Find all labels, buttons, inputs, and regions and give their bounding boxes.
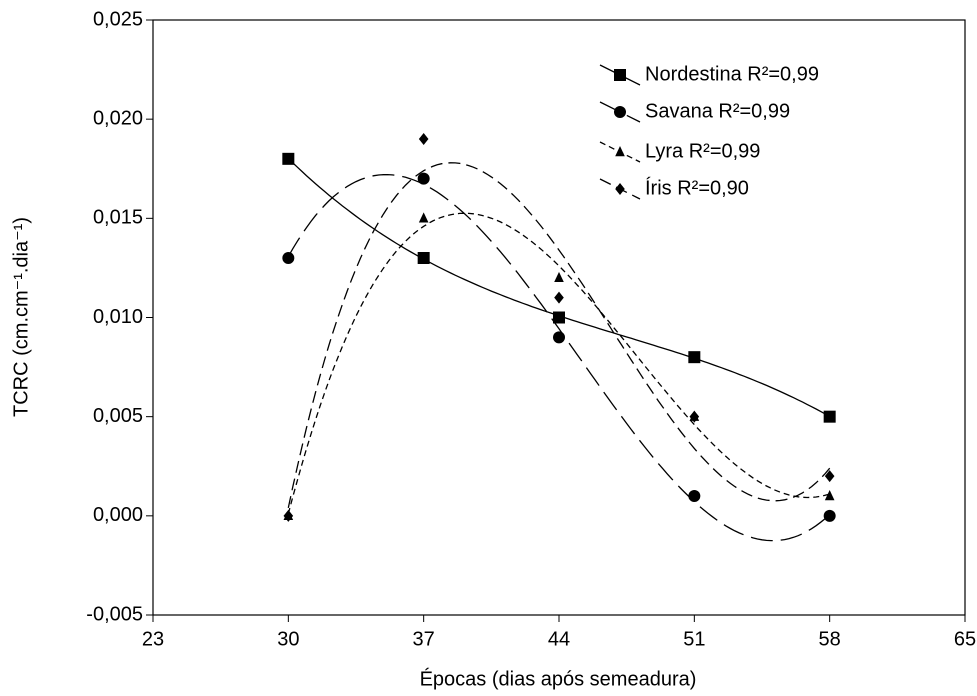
x-tick-label: 65 [954,628,976,650]
y-tick-label: 0,025 [93,8,143,30]
fit-curve [287,212,830,515]
legend-line [599,101,641,123]
y-tick-label: 0,010 [93,306,143,328]
y-tick-label: -0,005 [86,603,143,625]
fit-curve [287,173,831,542]
y-tick-label: 0,020 [93,107,143,129]
data-point [282,252,295,264]
legend-marker [614,106,626,118]
data-point [824,470,835,483]
x-tick-label: 30 [277,628,299,650]
data-point [553,331,565,344]
data-point [553,311,565,324]
data-point [554,271,564,283]
legend-marker [615,183,625,195]
x-tick-label: 58 [819,628,841,650]
data-point [417,252,430,264]
y-tick-label: 0,015 [93,207,143,229]
data-point [418,212,429,223]
y-tick-label: 0,005 [93,405,143,427]
data-point [688,351,701,364]
data-point [823,410,836,423]
data-point [417,172,430,185]
data-point [823,509,836,522]
legend-label: Savana R²=0,99 [645,100,790,122]
x-tick-label: 37 [413,628,435,650]
data-point [688,490,701,502]
x-axis-label: Épocas (dias após semeadura) [420,667,697,690]
x-tick-label: 23 [142,628,164,650]
data-point [824,490,835,501]
legend-label: Lyra R²=0,99 [645,140,760,162]
data-point [418,133,429,145]
data-point [283,509,294,522]
fit-curve [287,162,831,509]
data-point [282,152,295,165]
legend-label: Nordestina R²=0,99 [645,63,819,85]
legend-marker [614,69,626,81]
y-tick-label: 0,000 [93,504,143,526]
legend-marker [615,146,625,157]
data-point [689,410,700,423]
y-axis-label: TCRC (cm.cm⁻¹.dia⁻¹) [10,217,32,417]
x-tick-label: 51 [683,628,705,650]
x-tick-label: 44 [548,628,570,650]
legend-label: Íris R²=0,90 [645,176,749,199]
data-point [554,291,564,304]
